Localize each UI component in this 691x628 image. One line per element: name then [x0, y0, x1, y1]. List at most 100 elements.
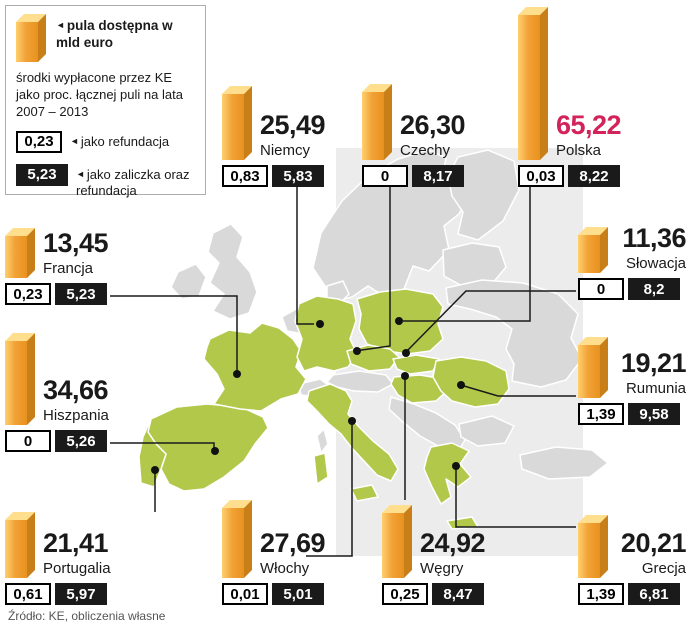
map-spain [147, 403, 269, 492]
bar-front-face [362, 92, 384, 160]
pool-value-niemcy: 25,49 [260, 109, 326, 140]
map-germany [294, 295, 358, 372]
bar-polska [518, 7, 548, 160]
map-portugal [138, 418, 167, 488]
refund-box-niemcy: 0,83 [222, 165, 268, 187]
map-france [203, 322, 307, 412]
country-dots [151, 317, 465, 474]
country-name-slowacja: Słowacja [625, 254, 686, 272]
pool-value-slowacja: 11,36 [622, 222, 686, 253]
bar-side-face [540, 7, 548, 160]
bar-wlochy [222, 500, 252, 578]
country-name-wlochy: Włochy [260, 559, 310, 577]
dot-slowacja [402, 349, 410, 357]
refund-box-wlochy: 0,01 [222, 583, 268, 605]
country-block-niemcy: 25,49 Niemcy 0,83 5,83 [222, 86, 354, 187]
dot-czechy [353, 347, 361, 355]
map-romania [432, 356, 510, 408]
bar-front-face [578, 235, 600, 273]
legend-refund-label-text: jako refundacja [80, 133, 170, 149]
country-name-niemcy: Niemcy [260, 141, 311, 159]
country-name-hiszpania: Hiszpania [43, 406, 109, 424]
bar-front-face [222, 94, 244, 160]
refund-box-czechy: 0 [362, 165, 408, 187]
advance-box-niemcy: 5,83 [272, 165, 324, 187]
pool-value-portugalia: 21,41 [43, 527, 109, 558]
left-arrow-icon: ◄ [70, 135, 79, 146]
refund-box-hiszpania: 0 [5, 430, 51, 452]
advance-box-wegry: 8,47 [432, 583, 484, 605]
bar-slowacja [578, 227, 608, 273]
country-block-rumunia: 19,21 Rumunia 1,39 9,58 [578, 337, 687, 425]
advance-box-wlochy: 5,01 [272, 583, 324, 605]
connector-hiszpania [110, 442, 215, 449]
refund-box-polska: 0,03 [518, 165, 564, 187]
legend-bar-label: ◄ pula dostępna w mld euro [56, 14, 174, 52]
map-bulgaria [458, 415, 515, 447]
dot-grecja [452, 462, 460, 470]
map-countries-highlighted [138, 288, 510, 530]
advance-box-polska: 8,22 [568, 165, 620, 187]
map-finland [447, 149, 520, 241]
pool-value-polska: 65,22 [556, 109, 622, 140]
connector-polska [403, 187, 531, 322]
advance-box-francja: 5,23 [55, 283, 107, 305]
bar-grecja [578, 515, 608, 578]
bar-front-face [578, 523, 600, 578]
bar-portugalia [5, 512, 35, 578]
bar-francja [5, 228, 35, 278]
bar-side-face [27, 512, 35, 578]
bar-front-face [16, 22, 38, 62]
connector-niemcy [296, 187, 314, 325]
bar-side-face [600, 515, 608, 578]
country-block-portugalia: 21,41 Portugalia 0,61 5,97 [5, 512, 137, 605]
map-sardinia [313, 452, 329, 485]
connector-czechy [354, 187, 391, 352]
source-note: Źródło: KE, obliczenia własne [8, 609, 166, 623]
dot-francja [233, 370, 241, 378]
legend-description: środki wypłacone przez KE jako proc. łąc… [16, 70, 183, 119]
pool-value-wlochy: 27,69 [260, 527, 326, 558]
country-name-czechy: Czechy [400, 141, 451, 159]
country-block-polska: 65,22 Polska 0,03 8,22 [518, 7, 668, 187]
dot-rumunia [457, 381, 465, 389]
country-block-hiszpania: 34,66 Hiszpania 0 5,26 [5, 333, 137, 452]
pool-value-francja: 13,45 [43, 227, 109, 258]
connector-rumunia [463, 385, 576, 397]
pool-value-czechy: 26,30 [400, 109, 466, 140]
dot-niemcy [316, 320, 324, 328]
pool-value-wegry: 24,92 [420, 527, 486, 558]
legend-advance-sample-box: 5,23 [16, 163, 68, 186]
bar-czechy [362, 84, 392, 160]
pool-value-hiszpania: 34,66 [43, 374, 109, 405]
country-name-wegry: Węgry [420, 559, 464, 577]
bar-front-face [222, 508, 244, 578]
map-corsica [316, 428, 329, 454]
country-name-rumunia: Rumunia [625, 379, 686, 397]
map-greece [423, 442, 472, 505]
bar-hiszpania [5, 333, 35, 425]
advance-box-czechy: 8,17 [412, 165, 464, 187]
country-name-francja: Francja [43, 259, 94, 277]
advance-box-slowacja: 8,2 [628, 278, 680, 300]
bar-niemcy [222, 86, 252, 160]
bar-front-face [5, 520, 27, 578]
map-sicily [350, 484, 379, 502]
dot-polska [395, 317, 403, 325]
bar-rumunia [578, 337, 608, 398]
left-arrow-icon: ◄ [56, 20, 65, 30]
refund-box-slowacja: 0 [578, 278, 624, 300]
left-arrow-icon: ◄ [76, 168, 85, 179]
legend: ◄ pula dostępna w mld euro środki wypłaco… [5, 5, 206, 198]
bar-front-face [518, 15, 540, 160]
dot-hiszpania [211, 447, 219, 455]
connector-slowacja [406, 290, 576, 352]
connector-wlochy [306, 424, 353, 557]
legend-bar-label-text: pula dostępna w mld euro [56, 18, 173, 50]
map-countries-gray [170, 149, 609, 480]
bar-side-face [27, 333, 35, 425]
legend-advance-label: ◄ jako zaliczka oraz refundacja [76, 164, 194, 200]
connector-francja [110, 295, 238, 371]
